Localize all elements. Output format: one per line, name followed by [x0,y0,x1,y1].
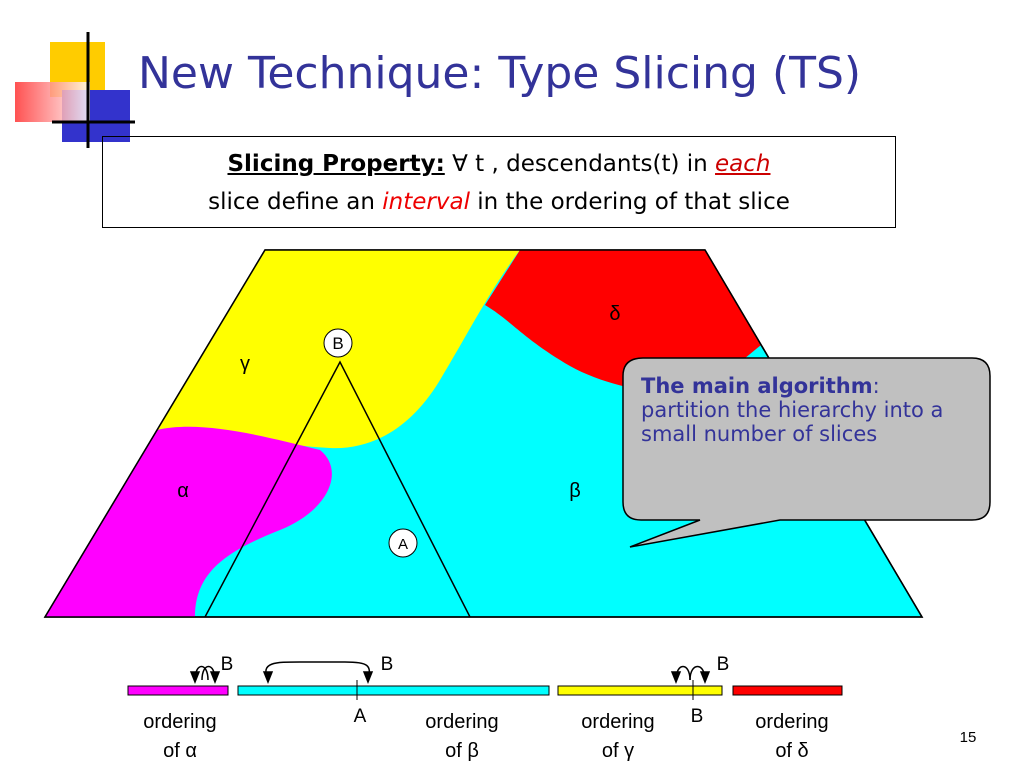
ordering-label: of β [445,740,479,762]
callout-body: partition the hierarchy into a small num… [641,398,944,446]
ordering-label: of δ [775,740,808,762]
callout-colon: : [872,374,880,398]
callout [622,357,991,548]
marker-label: A [354,706,367,727]
marker-label: B [717,654,730,675]
logo [15,32,135,148]
region-label: γ [240,353,250,375]
emphasis: interval [382,189,470,215]
ordering-label: ordering [755,711,828,733]
node-label: B [332,334,343,353]
emphasis: each [715,151,771,177]
page-number: 15 [960,729,977,746]
ordering-label: ordering [143,711,216,733]
region-label: δ [609,303,620,325]
arrows [189,661,711,685]
marker-label: B [691,706,704,727]
marker-label: B [221,654,234,675]
ordering-label: ordering [425,711,498,733]
property-text: slice define an [208,189,383,215]
marker-label: B [381,654,394,675]
property-text: ∀ t , descendants(t) in [452,151,716,177]
ordering-label: of γ [602,740,634,762]
property-box: Slicing Property: ∀ t , descendants(t) i… [102,136,896,228]
region-label: α [177,480,189,502]
slide-title: New Technique: Type Slicing (TS) [138,48,862,99]
node-label: A [398,536,408,553]
ordering-label: of α [163,740,197,762]
region-label: β [569,480,581,502]
property-label: Slicing Property: [227,151,445,177]
callout-text: The main algorithm: partition the hierarc… [641,374,981,446]
property-text: in the ordering of that slice [469,189,790,215]
ordering-bars [127,680,843,700]
ordering-label: ordering [581,711,654,733]
callout-bold: The main algorithm [641,374,873,398]
